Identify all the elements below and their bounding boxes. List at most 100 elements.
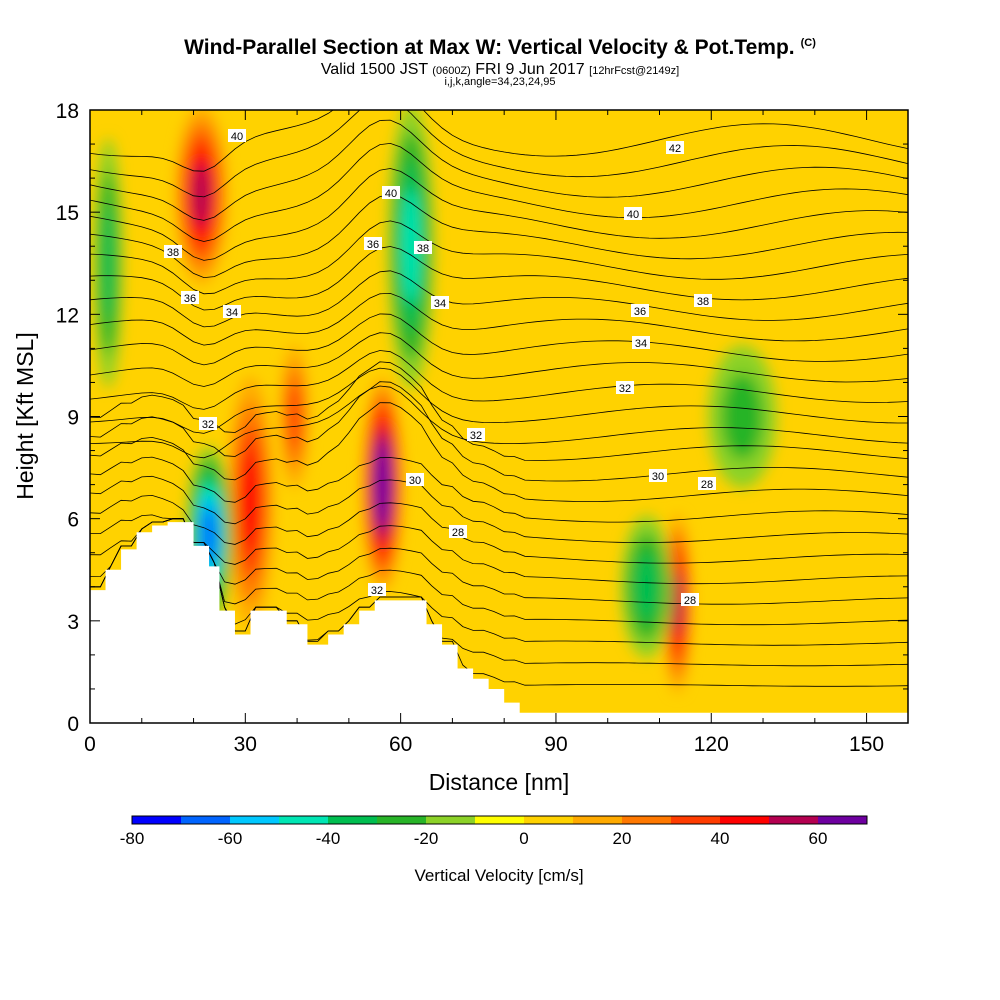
contour-label-text: 42 <box>669 143 681 155</box>
field-cell-updraft-30nm <box>241 451 260 552</box>
contour-label-text: 32 <box>619 383 631 395</box>
contour-label-text: 40 <box>385 188 397 200</box>
theta-contour-line <box>90 142 908 242</box>
colorbar-frame <box>131 815 868 825</box>
contour-label: 38 <box>694 294 712 308</box>
contour-label-text: 34 <box>635 338 647 350</box>
contour-label: 28 <box>681 593 699 607</box>
contour-label: 32 <box>368 583 386 597</box>
contour-label: 32 <box>616 381 634 395</box>
colorbar-bin <box>769 816 819 824</box>
contour-label-text: 36 <box>367 239 379 251</box>
chart-title-text: Wind-Parallel Section at Max W: Vertical… <box>184 36 795 59</box>
field-cell-downdraft-60nm-upper <box>401 189 421 304</box>
theta-contours <box>90 110 908 687</box>
colorbar-bin <box>475 816 525 824</box>
contour-label: 40 <box>228 129 246 143</box>
theta-contour-line <box>90 475 908 543</box>
field-cell-updraft-40nm <box>287 383 302 450</box>
colorbar-bin <box>132 816 182 824</box>
contour-label-text: 32 <box>371 585 383 597</box>
contour-label: 36 <box>631 304 649 318</box>
x-tick-label: 120 <box>694 733 729 756</box>
contour-label-text: 36 <box>184 293 196 305</box>
contour-label: 34 <box>431 296 449 310</box>
forecast-info: [12hrFcst@2149z] <box>589 65 680 77</box>
contour-label: 38 <box>414 241 432 255</box>
chart-title: Wind-Parallel Section at Max W: Vertical… <box>0 36 1000 60</box>
colorbar-bin <box>622 816 672 824</box>
contour-label: 30 <box>406 473 424 487</box>
theta-contour-line <box>90 361 908 461</box>
contour-label-text: 36 <box>634 306 646 318</box>
field-cell-downdraft-125nm <box>721 373 763 460</box>
colorbar-bin <box>426 816 476 824</box>
theta-contour-line <box>90 514 908 585</box>
contour-label: 36 <box>364 237 382 251</box>
contour-label-text: 40 <box>627 209 639 221</box>
y-axis-title: Height [Kft MSL] <box>12 332 38 499</box>
contour-label-text: 28 <box>452 527 464 539</box>
contour-label: 38 <box>164 245 182 259</box>
colorbar-bin <box>328 816 378 824</box>
contour-label: 28 <box>698 477 716 491</box>
theta-contour-line <box>90 518 908 626</box>
theta-contour-line <box>90 270 908 328</box>
theta-contour-line <box>90 456 908 523</box>
colorbar-bin <box>671 816 721 824</box>
y-tick-label: 9 <box>67 407 79 430</box>
contour-label-text: 34 <box>226 307 238 319</box>
contour-label-text: 34 <box>434 298 446 310</box>
chart-subtitle: Valid 1500 JST (0600Z) FRI 9 Jun 2017 [1… <box>0 61 1000 79</box>
theta-contour-line <box>90 220 908 295</box>
theta-contour-line <box>90 110 908 198</box>
contour-label-text: 38 <box>167 247 179 259</box>
colorbar-label: 20 <box>613 829 632 848</box>
contour-label-text: 38 <box>697 296 709 308</box>
colorbar-bin <box>720 816 770 824</box>
theta-contour-line <box>90 246 908 311</box>
theta-contour-line <box>90 402 908 503</box>
field-cell-downdraft-3nm <box>101 204 115 322</box>
colorbar-label: -20 <box>414 829 439 848</box>
theta-contour-line <box>90 332 908 387</box>
contour-label-text: 32 <box>202 419 214 431</box>
theta-contour-line <box>90 367 908 434</box>
colorbar-bin <box>818 816 868 824</box>
contour-label: 40 <box>382 186 400 200</box>
y-tick-label: 15 <box>56 202 79 225</box>
theta-contour-line <box>90 313 908 366</box>
contour-label-text: 28 <box>684 595 696 607</box>
contour-label: 40 <box>624 207 642 221</box>
y-tick-label: 6 <box>67 509 79 532</box>
y-tick-label: 12 <box>56 304 79 327</box>
theta-contour-line <box>90 381 908 482</box>
colorbar: -80 -60 -40 -20 0 20 40 60 <box>120 815 868 848</box>
valid-time: Valid 1500 JST <box>320 61 428 78</box>
colorbar-label: 0 <box>519 829 528 848</box>
theta-contour-line <box>90 494 908 564</box>
colorbar-label: -60 <box>218 829 243 848</box>
colorbar-label: 40 <box>711 829 730 848</box>
contour-label: 30 <box>649 469 667 483</box>
colorbar-bin <box>524 816 574 824</box>
x-tick-label: 30 <box>234 733 257 756</box>
contour-label: 32 <box>467 428 485 442</box>
grid-indices: i,j,k,angle=34,23,24,95 <box>444 76 556 88</box>
colorbar-label: 60 <box>809 829 828 848</box>
theta-contour-line <box>90 518 908 605</box>
contour-label-text: 28 <box>701 479 713 491</box>
colorbar-bin <box>377 816 427 824</box>
contour-label: 36 <box>181 291 199 305</box>
contour-label: 42 <box>666 141 684 155</box>
theta-contour-line <box>90 168 908 261</box>
theta-contour-line <box>90 350 908 410</box>
valid-zulu: (0600Z) <box>432 65 471 77</box>
contour-label: 34 <box>632 336 650 350</box>
theta-contour-labels: 40 42 40 40 38 36 38 36 34 34 36 38 34 32 32 32 30 30 28 28… <box>164 129 716 607</box>
contour-label-text: 30 <box>409 475 421 487</box>
colorbar-bin <box>181 816 231 824</box>
colorbar-label: -40 <box>316 829 341 848</box>
